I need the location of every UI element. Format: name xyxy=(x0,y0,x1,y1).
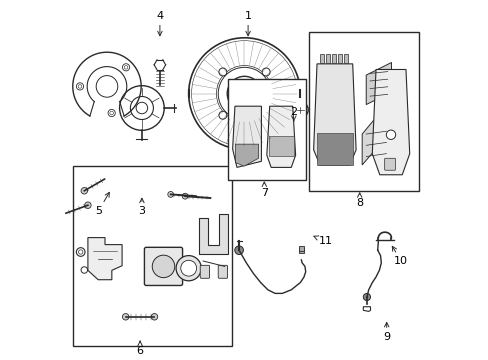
Bar xyxy=(337,54,342,63)
Bar xyxy=(309,32,418,191)
Polygon shape xyxy=(235,144,258,166)
Polygon shape xyxy=(362,98,392,165)
Circle shape xyxy=(96,76,118,97)
Polygon shape xyxy=(232,106,261,167)
Bar xyxy=(343,54,347,63)
Text: 10: 10 xyxy=(391,246,407,266)
Circle shape xyxy=(108,109,115,117)
Circle shape xyxy=(276,141,285,150)
Circle shape xyxy=(151,314,158,320)
Circle shape xyxy=(110,111,113,115)
Circle shape xyxy=(219,68,226,76)
Bar xyxy=(298,248,304,253)
Circle shape xyxy=(84,202,91,208)
Circle shape xyxy=(81,188,87,194)
Circle shape xyxy=(79,250,82,254)
Bar xyxy=(298,246,304,251)
Circle shape xyxy=(122,314,129,320)
Text: 5: 5 xyxy=(95,192,109,216)
Circle shape xyxy=(262,68,269,76)
Circle shape xyxy=(78,85,81,88)
Circle shape xyxy=(176,256,201,281)
Polygon shape xyxy=(316,132,352,165)
Circle shape xyxy=(363,293,370,301)
Circle shape xyxy=(122,64,129,71)
Text: 9: 9 xyxy=(383,323,389,342)
Circle shape xyxy=(167,192,173,197)
Text: 3: 3 xyxy=(138,198,145,216)
Circle shape xyxy=(181,260,196,276)
FancyBboxPatch shape xyxy=(218,265,227,278)
Circle shape xyxy=(234,246,243,255)
Circle shape xyxy=(76,83,83,90)
Text: 7: 7 xyxy=(260,182,267,198)
Bar xyxy=(331,54,335,63)
Polygon shape xyxy=(266,106,295,167)
Text: 6: 6 xyxy=(136,341,143,356)
Circle shape xyxy=(219,111,226,119)
Polygon shape xyxy=(268,136,293,156)
Circle shape xyxy=(227,76,261,111)
Circle shape xyxy=(124,66,127,69)
Bar xyxy=(325,54,329,63)
Text: 1: 1 xyxy=(244,11,251,36)
Polygon shape xyxy=(313,64,355,165)
Text: 11: 11 xyxy=(313,236,332,246)
FancyBboxPatch shape xyxy=(384,158,395,170)
FancyBboxPatch shape xyxy=(200,265,209,278)
FancyBboxPatch shape xyxy=(144,247,182,285)
Circle shape xyxy=(295,105,305,114)
Polygon shape xyxy=(366,62,391,104)
Text: 8: 8 xyxy=(355,193,363,208)
Circle shape xyxy=(262,111,269,119)
Circle shape xyxy=(136,102,147,114)
Polygon shape xyxy=(88,238,122,280)
Text: 2: 2 xyxy=(290,107,297,121)
Bar xyxy=(228,79,305,180)
Bar xyxy=(319,54,324,63)
Circle shape xyxy=(182,193,187,199)
Polygon shape xyxy=(199,214,228,254)
Circle shape xyxy=(386,130,395,139)
Circle shape xyxy=(152,255,174,278)
Text: 4: 4 xyxy=(156,11,163,36)
Polygon shape xyxy=(371,69,409,175)
Bar xyxy=(73,166,231,346)
